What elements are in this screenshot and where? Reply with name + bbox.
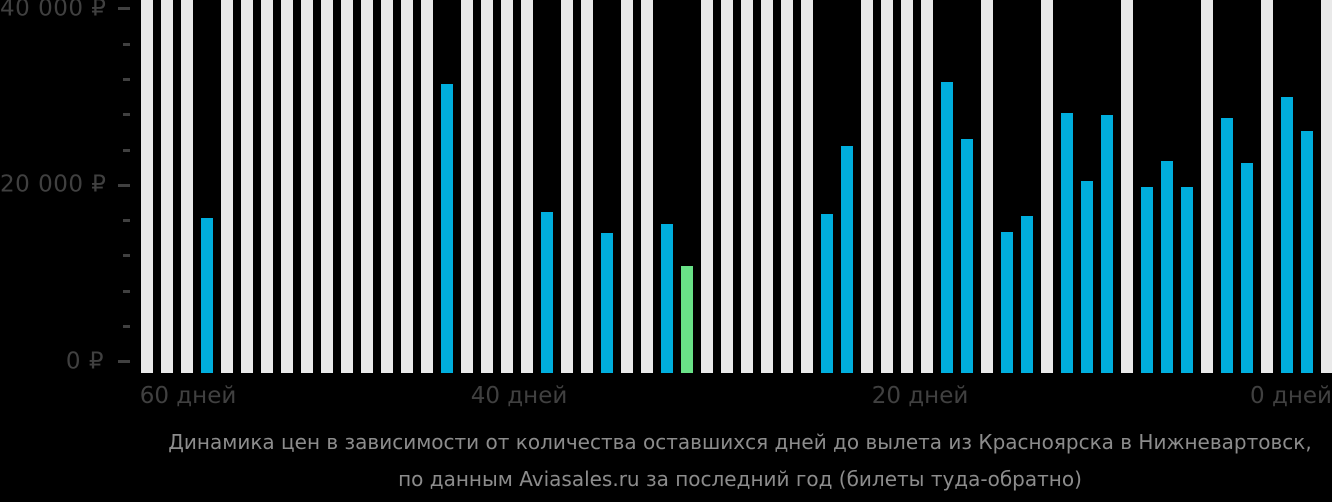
bar-no-data (321, 0, 333, 373)
y-axis-minor-tick (123, 254, 130, 258)
y-axis-minor-tick (123, 148, 130, 152)
bar-no-data (921, 0, 933, 373)
bar-no-data (181, 0, 193, 373)
bar-no-data (741, 0, 753, 373)
bar-no-data (141, 0, 153, 373)
chart-subtitle: по данным Aviasales.ru за последний год … (398, 467, 1082, 491)
x-axis-label: 20 дней (871, 383, 969, 409)
y-axis-minor-tick (123, 324, 130, 328)
bar-no-data (161, 0, 173, 373)
bar-price (841, 145, 853, 373)
bar-price (1181, 186, 1193, 373)
bar-no-data (341, 0, 353, 373)
bar-no-data (701, 0, 713, 373)
bar-price (661, 224, 673, 373)
y-axis-major-tick (118, 183, 130, 187)
bar-no-data (721, 0, 733, 373)
bar-no-data (1321, 0, 1332, 373)
y-axis-minor-tick (123, 113, 130, 117)
bar-price (601, 232, 613, 373)
bar-no-data (361, 0, 373, 373)
bar-no-data (381, 0, 393, 373)
bar-no-data (1261, 0, 1273, 373)
bar-no-data (641, 0, 653, 373)
bar-no-data (761, 0, 773, 373)
y-axis-major-tick (118, 360, 130, 364)
y-axis-minor-tick (123, 289, 130, 293)
bar-price (1161, 160, 1173, 373)
bar-no-data (461, 0, 473, 373)
x-axis-label: 60 дней (139, 383, 237, 409)
y-axis-label: 40 000 ₽ (0, 0, 107, 22)
bar-price (1101, 114, 1113, 373)
bar-no-data (561, 0, 573, 373)
bar-price (1081, 180, 1093, 373)
bar-price (1281, 96, 1293, 373)
bar-price (1021, 216, 1033, 373)
bar-no-data (621, 0, 633, 373)
bar-no-data (1121, 0, 1133, 373)
y-axis-minor-tick (123, 78, 130, 81)
y-axis-label: 0 ₽ (65, 348, 104, 375)
bar-no-data (301, 0, 313, 373)
bar-no-data (261, 0, 273, 373)
bar-no-data (401, 0, 413, 373)
bar-price (821, 214, 833, 373)
y-axis-minor-tick (123, 42, 130, 46)
bar-no-data (581, 0, 593, 373)
bar-price (1061, 112, 1073, 373)
bar-no-data (421, 0, 433, 373)
bar-price (1301, 130, 1313, 373)
bar-no-data (221, 0, 233, 373)
bar-no-data (481, 0, 493, 373)
bar-price (1241, 162, 1253, 373)
plot-area (141, 0, 1332, 373)
bar-no-data (801, 0, 813, 373)
bar-price (941, 82, 953, 373)
bar-no-data (1201, 0, 1213, 373)
bar-price (1001, 231, 1013, 373)
bar-price (201, 218, 213, 373)
chart-title: Динамика цен в зависимости от количества… (168, 430, 1312, 454)
bar-no-data (501, 0, 513, 373)
bar-no-data (981, 0, 993, 373)
bar-price (1221, 118, 1233, 373)
bar-no-data (1041, 0, 1053, 373)
y-axis-major-tick (118, 7, 130, 11)
bar-no-data (781, 0, 793, 373)
bar-price (1141, 186, 1153, 373)
y-axis-minor-tick (123, 219, 130, 223)
bar-no-data (241, 0, 253, 373)
bar-price (961, 139, 973, 373)
bar-price (441, 83, 453, 373)
x-axis-label: 40 дней (470, 383, 568, 409)
y-axis-label: 20 000 ₽ (0, 171, 107, 198)
bar-no-data (281, 0, 293, 373)
x-axis-label: 0 дней (1250, 383, 1332, 409)
bar-price (541, 211, 553, 373)
bar-no-data (881, 0, 893, 373)
bar-lowest-price (681, 265, 693, 373)
chart-caption: Динамика цен в зависимости от количества… (148, 424, 1332, 498)
bar-no-data (521, 0, 533, 373)
bar-no-data (861, 0, 873, 373)
bar-no-data (901, 0, 913, 373)
